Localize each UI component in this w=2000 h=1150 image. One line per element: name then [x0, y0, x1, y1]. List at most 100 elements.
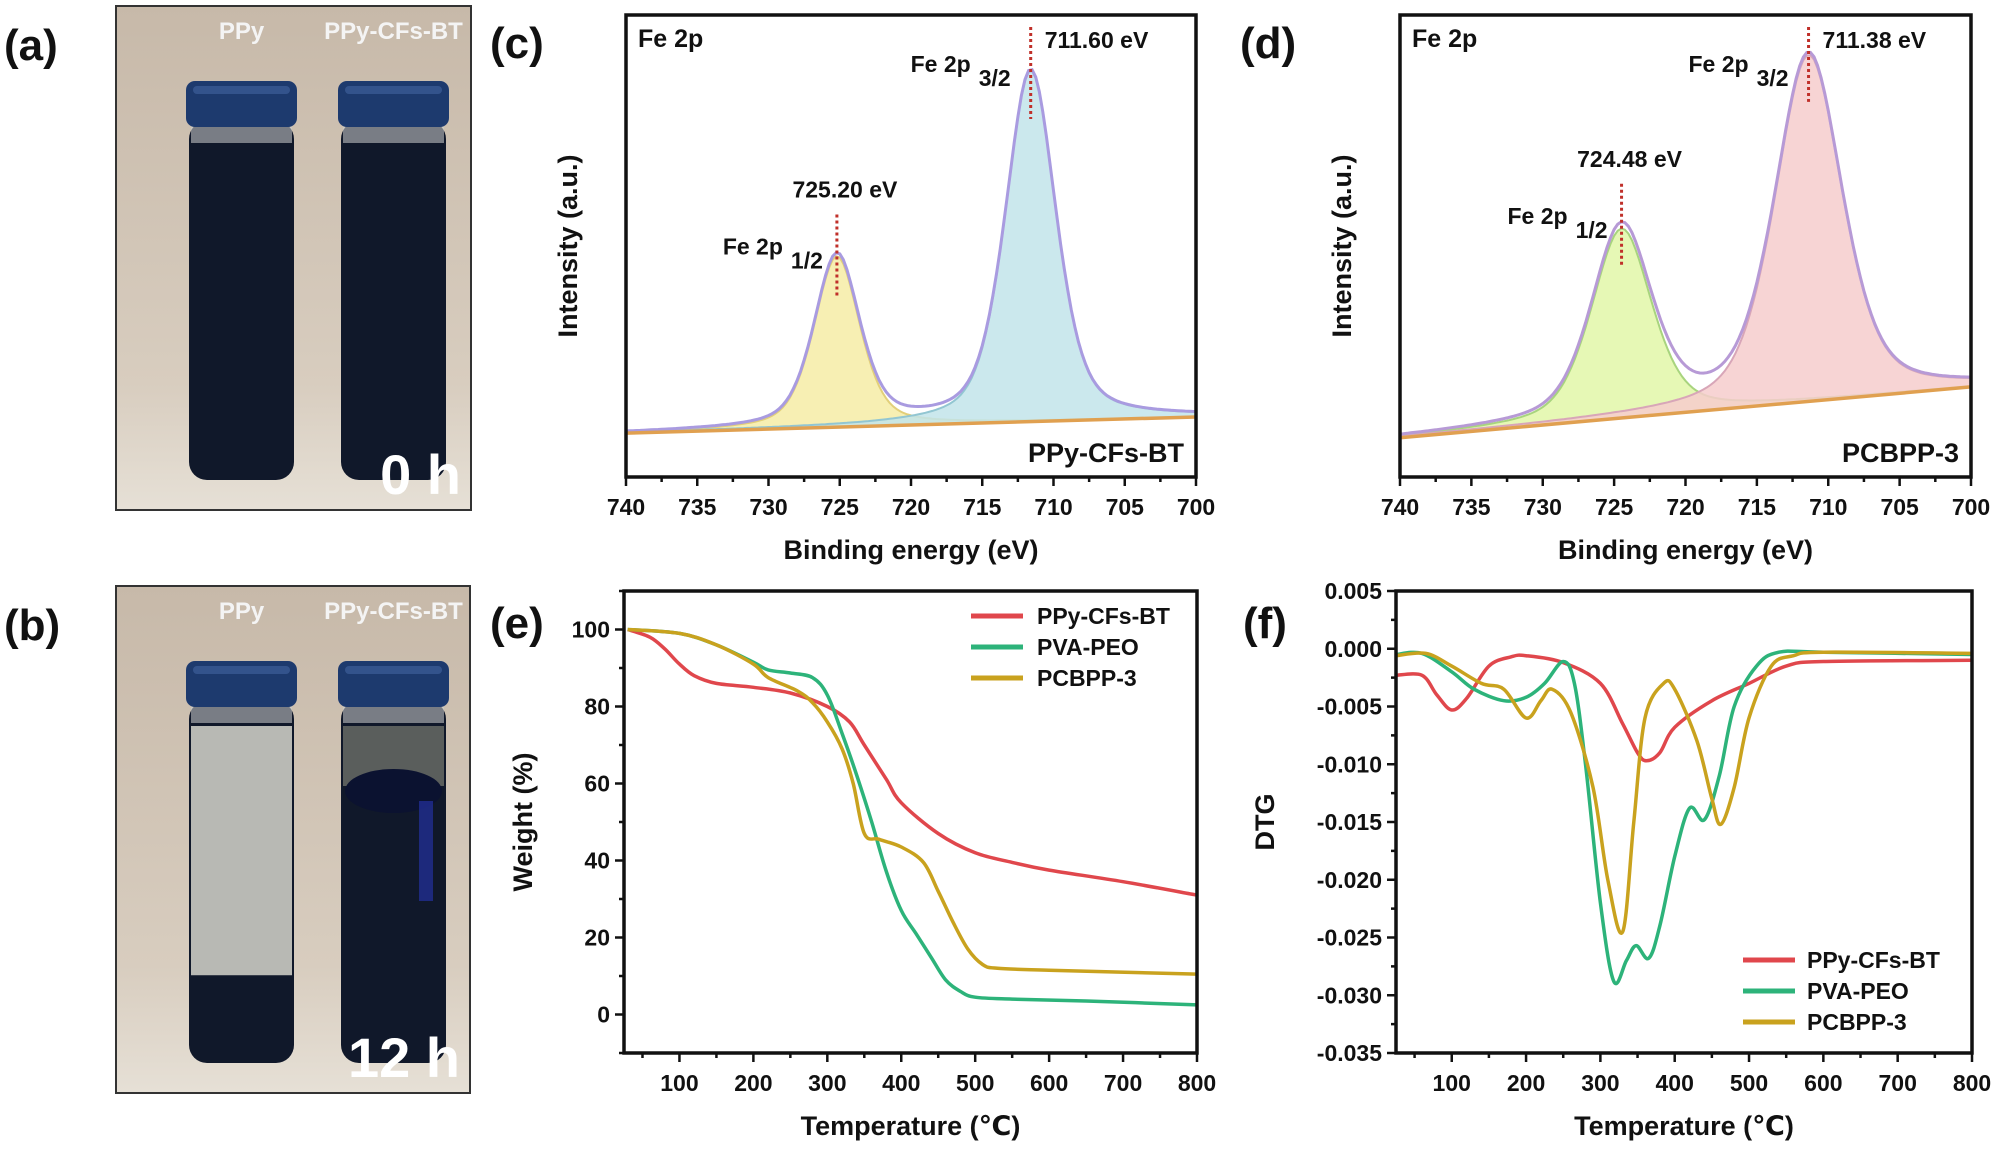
x-tick-label: 600 [1030, 1070, 1068, 1096]
vial-ppy-cfs-bt: PPy-CFs-BT [324, 598, 463, 1063]
x-tick-label: 725 [1595, 494, 1634, 520]
x-tick-label: 735 [1452, 494, 1491, 520]
series-line-ppy-cfs-bt [1396, 653, 1972, 763]
x-tick-label: 100 [1433, 1070, 1471, 1096]
peak-name: Fe 2p [911, 51, 971, 77]
peak-name-label: Fe 2p 1/2 [1507, 203, 1607, 243]
x-tick-label: 200 [734, 1070, 772, 1096]
legend-label: PCBPP-3 [1037, 665, 1137, 691]
x-tick-label: 400 [1656, 1070, 1694, 1096]
x-tick-label: 600 [1804, 1070, 1842, 1096]
y-tick-label: 0 [597, 1002, 610, 1028]
x-tick-label: 705 [1106, 494, 1145, 520]
plot-area [1396, 649, 1972, 986]
x-tick-label: 730 [749, 494, 787, 520]
x-tick-label: 700 [1878, 1070, 1916, 1096]
peak-subscript: 1/2 [791, 248, 823, 274]
peak-subscript: 1/2 [1576, 217, 1608, 243]
x-tick-label: 200 [1507, 1070, 1545, 1096]
y-tick-label: -0.005 [1317, 694, 1382, 720]
x-tick-label: 800 [1178, 1070, 1216, 1096]
reflection [419, 801, 433, 901]
photo-panels: (a) PPy PPy-CFs-BT 0 h (b) PPy PPy-CFs-BT 12 h [4, 5, 472, 1094]
panel-label: (c) [490, 19, 544, 68]
y-tick-label: -0.035 [1317, 1040, 1382, 1066]
x-tick-label: 300 [1581, 1070, 1619, 1096]
legend-item: PPy-CFs-BT [971, 603, 1170, 629]
x-tick-label: 720 [1666, 494, 1704, 520]
x-tick-label: 715 [963, 494, 1002, 520]
time-label: 0 h [380, 443, 461, 506]
x-tick-label: 740 [1381, 494, 1419, 520]
y-tick-label: 20 [584, 925, 610, 951]
x-axis-title: Binding energy (eV) [1558, 535, 1813, 565]
peak-subscript: 3/2 [979, 65, 1011, 91]
x-tick-label: 300 [808, 1070, 846, 1096]
x-tick-label: 735 [678, 494, 717, 520]
legend-item: PVA-PEO [1743, 978, 1909, 1004]
peak-name-label: Fe 2p 1/2 [723, 234, 823, 274]
legend-label: PPy-CFs-BT [1037, 603, 1170, 629]
settled-layer [345, 769, 442, 813]
y-axis-title: Weight (%) [508, 753, 538, 892]
cap-highlight [193, 666, 290, 674]
legend-item: PVA-PEO [971, 634, 1139, 660]
plot-area [627, 627, 1197, 1007]
vial-label: PPy-CFs-BT [324, 18, 463, 45]
series-line-pva-peo [1396, 649, 1972, 986]
x-tick-label: 700 [1177, 494, 1215, 520]
x-axis-title: Temperature (℃) [1574, 1111, 1794, 1141]
x-tick-label: 700 [1952, 494, 1990, 520]
x-axis-title: Binding energy (eV) [783, 535, 1038, 565]
vial-ppy-cfs-bt: PPy-CFs-BT [324, 18, 463, 480]
y-tick-label: 60 [584, 771, 610, 797]
legend-item: PPy-CFs-BT [1743, 947, 1940, 973]
vial-label: PPy-CFs-BT [324, 598, 463, 625]
x-tick-label: 500 [1730, 1070, 1768, 1096]
spectrum-title: Fe 2p [638, 25, 703, 53]
vial-label: PPy [219, 598, 265, 625]
x-tick-label: 710 [1809, 494, 1847, 520]
legend-label: PPy-CFs-BT [1807, 947, 1940, 973]
chart-f: PPy-CFs-BT PVA-PEO PCBPP-3 (f) 100 200 300 400 5… [1243, 578, 1991, 1141]
x-tick-label: 725 [821, 494, 860, 520]
legend-item: PCBPP-3 [1743, 1009, 1907, 1035]
peak-annotation: 711.60 eV Fe 2p 3/2 [911, 27, 1149, 120]
y-tick-label: -0.010 [1317, 751, 1382, 777]
cap-highlight [345, 666, 442, 674]
vial-label: PPy [219, 18, 265, 45]
plot-frame [622, 589, 1199, 1055]
peak-annotation: 724.48 eV Fe 2p 1/2 [1507, 146, 1683, 267]
legend-label: PCBPP-3 [1807, 1009, 1907, 1035]
y-tick-label: 0.000 [1324, 636, 1382, 662]
peak-annotation: 725.20 eV Fe 2p 1/2 [723, 177, 898, 298]
peak-name: Fe 2p [723, 234, 783, 260]
x-tick-label: 700 [1104, 1070, 1142, 1096]
clear-supernatant [191, 726, 292, 976]
x-tick-label: 720 [892, 494, 930, 520]
spectrum-title: Fe 2p [1412, 25, 1477, 53]
plot-area [1400, 50, 1971, 440]
peak-name: Fe 2p [1688, 51, 1748, 77]
series-line-pcbpp-3 [1396, 650, 1972, 935]
peak-position-label: 711.60 eV [1045, 27, 1149, 53]
peak-name-label: Fe 2p 3/2 [911, 51, 1011, 91]
y-axis-title: Intensity (a.u.) [553, 154, 583, 337]
sample-label: PCBPP-3 [1842, 438, 1959, 468]
legend-label: PVA-PEO [1037, 634, 1139, 660]
vial-body [341, 121, 446, 480]
x-tick-label: 800 [1953, 1070, 1991, 1096]
panel-label: (e) [490, 599, 544, 648]
x-tick-label: 500 [956, 1070, 994, 1096]
chart-panels: 725.20 eV Fe 2p 1/2 711.60 eV Fe 2p 3/2 Fe 2p P… [490, 13, 1991, 1141]
y-tick-label: 100 [572, 617, 610, 643]
legend: PPy-CFs-BT PVA-PEO PCBPP-3 [1743, 947, 1940, 1035]
peak-position-label: 724.48 eV [1577, 146, 1683, 172]
cap-highlight [345, 86, 442, 94]
vial-ppy: PPy [186, 598, 297, 1063]
legend: PPy-CFs-BT PVA-PEO PCBPP-3 [971, 603, 1170, 691]
panel-label: (f) [1243, 599, 1287, 648]
x-tick-label: 715 [1738, 494, 1777, 520]
